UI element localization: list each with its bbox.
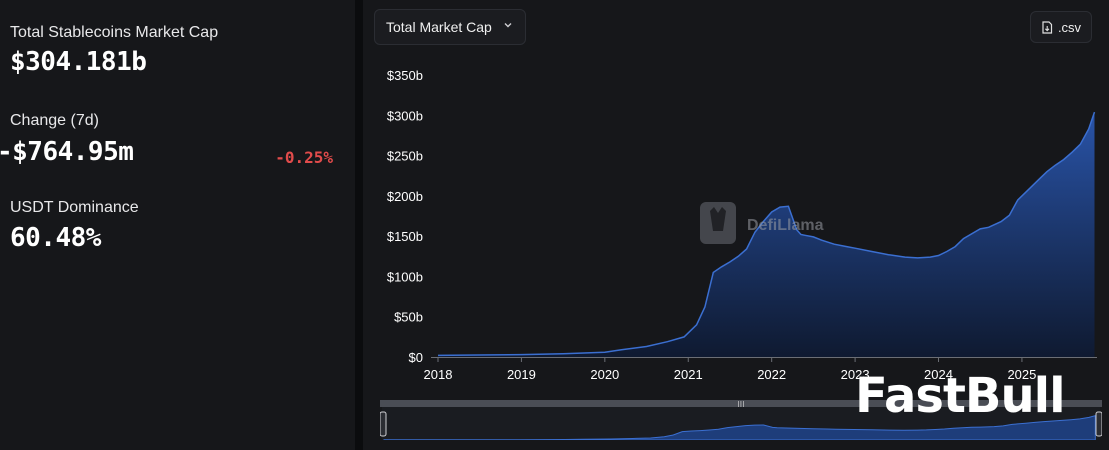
chevron-down-icon [504, 23, 512, 28]
csv-label: .csv [1057, 19, 1082, 35]
x-tick-label: 2025 [1007, 367, 1036, 382]
market-cap-area [438, 112, 1095, 357]
market-cap-chart: $0 $50b $100b $150b $200b $250b $300b $350b 201… [387, 68, 1097, 382]
x-tick-label: 2018 [424, 367, 453, 382]
x-tick-label: 2019 [507, 367, 536, 382]
y-tick-label: $250b [387, 149, 423, 164]
change-value: -$764.95m [0, 137, 134, 167]
market-cap-value: $304.181b [10, 47, 147, 77]
y-tick-label: $350b [387, 68, 423, 83]
dominance-label: USDT Dominance [10, 199, 139, 216]
x-tick-label: 2023 [841, 367, 870, 382]
x-tick-label: 2020 [590, 367, 619, 382]
change-percent: -0.25% [275, 148, 333, 167]
x-tick-label: 2024 [924, 367, 953, 382]
y-tick-label: $150b [387, 229, 423, 244]
defillama-logo-text: DefiLlama [747, 217, 824, 234]
y-tick-label: $200b [387, 189, 423, 204]
metric-dropdown-label: Total Market Cap [386, 19, 492, 35]
svg-text:|||: ||| [737, 401, 744, 409]
panel-divider [355, 0, 363, 450]
x-tick-label: 2022 [757, 367, 786, 382]
change-label: Change (7d) [10, 112, 99, 129]
y-tick-label: $50b [394, 310, 423, 325]
market-cap-line [437, 111, 1096, 357]
dominance-value: 60.48% [10, 223, 101, 253]
navigator-left-handle[interactable] [379, 411, 387, 437]
y-tick-label: $100b [387, 269, 423, 284]
x-tick-label: 2021 [674, 367, 703, 382]
fastbull-watermark: FastBull [855, 368, 1066, 424]
y-tick-label: $300b [387, 108, 423, 123]
stats-panel: Total Stablecoins Market Cap $304.181b C… [0, 0, 355, 450]
range-navigator[interactable]: ||| [379, 400, 1103, 441]
download-csv-button[interactable]: .csv [1030, 11, 1092, 43]
market-cap-label: Total Stablecoins Market Cap [10, 24, 219, 41]
navigator-right-handle[interactable] [1095, 411, 1103, 437]
y-tick-label: $0 [409, 350, 423, 365]
defillama-watermark: DefiLlama [700, 202, 824, 244]
metric-dropdown[interactable]: Total Market Cap [374, 9, 526, 45]
range-navigator-graph: ||| [379, 400, 1103, 441]
file-download-icon [1042, 20, 1053, 34]
